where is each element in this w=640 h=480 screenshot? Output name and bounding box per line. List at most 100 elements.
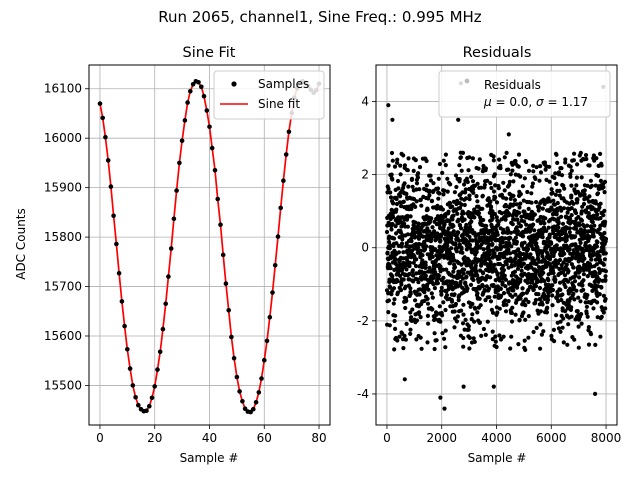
residual-point [518, 277, 523, 282]
y-tick-label: 15600 [44, 329, 82, 343]
residual-point [442, 188, 447, 193]
residual-point [589, 257, 594, 262]
y-tick-label: 15900 [44, 181, 82, 195]
residual-point [501, 263, 506, 269]
residual-point [563, 160, 568, 165]
sample-point [119, 299, 125, 304]
sample-point [212, 168, 218, 173]
sample-point [144, 408, 149, 414]
residual-point [461, 211, 466, 216]
residual-point [446, 209, 451, 214]
residual-point [508, 346, 513, 351]
residual-point [508, 172, 513, 177]
residual-point [549, 333, 554, 339]
residual-point [460, 321, 466, 326]
residual-point [538, 322, 543, 327]
residual-point [582, 256, 587, 261]
residual-point [508, 196, 513, 201]
residual-point [540, 235, 545, 240]
residual-point [418, 197, 423, 202]
residual-point [603, 306, 608, 311]
residual-point [413, 204, 418, 209]
residual-point [436, 176, 441, 181]
sample-point [242, 406, 248, 412]
residual-point [414, 318, 420, 323]
residual-point [587, 163, 592, 168]
residual-point [389, 150, 395, 156]
residual-point [515, 285, 520, 290]
residual-point [391, 201, 396, 206]
residual-point [499, 293, 504, 298]
sample-point [157, 349, 163, 355]
residual-point [508, 235, 513, 241]
residual-point [520, 286, 525, 291]
residual-point [511, 288, 516, 293]
residual-point [577, 275, 582, 280]
residual-point [470, 238, 475, 243]
residual-point [579, 321, 584, 326]
residual-point [547, 179, 552, 184]
residuals-panel: Residuals Sample # 0 2000 4000 6000 8000 -4 -2… [357, 45, 621, 465]
residual-point [489, 185, 494, 191]
residual-point [402, 163, 407, 168]
sample-point [149, 395, 155, 401]
residual-point [497, 262, 503, 267]
residual-point [512, 263, 517, 268]
residual-point [518, 296, 523, 301]
residual-outlier [461, 384, 466, 389]
residual-point [435, 214, 440, 219]
residual-point [526, 314, 531, 319]
residual-point [451, 213, 456, 218]
residual-point [459, 168, 464, 173]
residual-point [401, 199, 406, 204]
residual-point [578, 299, 583, 304]
residual-point [475, 273, 480, 278]
residual-point [409, 315, 414, 320]
residual-point [597, 292, 602, 297]
residual-point [399, 204, 404, 209]
residual-point [445, 189, 450, 194]
residual-outlier [491, 384, 496, 389]
residual-point [547, 164, 552, 169]
residual-point [552, 175, 557, 180]
residual-point [487, 286, 492, 291]
residual-point [519, 268, 524, 273]
residual-point [487, 252, 492, 257]
residual-point [398, 163, 403, 168]
residual-point [440, 207, 445, 212]
residual-point [529, 191, 534, 196]
sample-point [171, 216, 177, 222]
residual-point [569, 305, 574, 310]
sine-fit-legend-box [213, 70, 325, 120]
residual-point [525, 212, 530, 217]
residual-point [518, 223, 524, 228]
residual-point [394, 207, 399, 212]
residual-point [393, 224, 398, 229]
residual-point [427, 265, 432, 270]
y-tick-label: 15700 [44, 280, 82, 294]
residual-point [390, 177, 395, 182]
residual-point [464, 274, 469, 279]
residual-point [392, 347, 397, 352]
residual-point [475, 291, 480, 296]
residual-point [497, 157, 502, 162]
residual-point [592, 228, 597, 233]
residual-point [563, 157, 568, 162]
residual-point [410, 307, 415, 312]
residual-point [601, 310, 606, 315]
residual-point [594, 156, 599, 161]
residual-point [449, 299, 455, 304]
residual-point [577, 223, 582, 228]
residual-point [521, 291, 526, 296]
sample-point [237, 389, 242, 394]
residual-point [449, 246, 454, 251]
residual-point [503, 298, 508, 303]
residual-point [593, 342, 598, 347]
residual-point [530, 246, 536, 252]
residual-point [387, 323, 392, 328]
residual-point [487, 295, 492, 300]
residual-point [490, 329, 495, 334]
x-tick-label: 8000 [591, 431, 622, 445]
residual-point [457, 177, 462, 182]
residual-point [410, 268, 415, 273]
